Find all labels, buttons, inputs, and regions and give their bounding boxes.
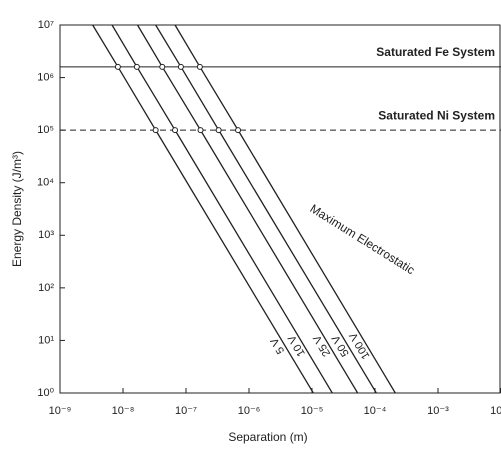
intersection-marker bbox=[173, 128, 178, 133]
intersection-marker bbox=[236, 128, 241, 133]
intersection-marker bbox=[216, 128, 221, 133]
x-tick-label: 10⁻⁸ bbox=[112, 405, 135, 417]
x-tick-label: 10⁻² bbox=[490, 405, 501, 417]
intersection-marker bbox=[160, 64, 165, 69]
series-label: 100 V bbox=[347, 330, 372, 361]
intersection-marker bbox=[153, 128, 158, 133]
series-line bbox=[156, 25, 377, 393]
y-tick-label: 10³ bbox=[38, 229, 54, 241]
intersection-marker bbox=[178, 64, 183, 69]
y-axis-title: Energy Density (J/m³) bbox=[10, 151, 24, 267]
x-tick-label: 10⁻⁹ bbox=[49, 405, 72, 417]
y-tick-label: 10⁰ bbox=[37, 387, 54, 399]
series-line bbox=[175, 25, 395, 393]
x-tick-label: 10⁻⁴ bbox=[364, 405, 387, 417]
reference-label: Saturated Fe System bbox=[376, 45, 495, 59]
series-line bbox=[93, 25, 314, 393]
y-tick-label: 10⁵ bbox=[37, 124, 54, 136]
intersection-marker bbox=[134, 64, 139, 69]
y-tick-label: 10¹ bbox=[38, 334, 54, 346]
x-tick-label: 10⁻⁷ bbox=[175, 405, 197, 417]
y-tick-label: 10⁶ bbox=[37, 71, 54, 83]
y-tick-label: 10⁴ bbox=[37, 177, 54, 189]
intersection-marker bbox=[197, 64, 202, 69]
chart: Separation (m) Energy Density (J/m³) Max… bbox=[0, 0, 501, 449]
x-axis-title: Separation (m) bbox=[228, 430, 307, 444]
x-tick-label: 10⁻⁶ bbox=[238, 405, 261, 417]
y-tick-label: 10⁷ bbox=[38, 19, 54, 31]
series-line bbox=[112, 25, 332, 393]
y-tick-label: 10² bbox=[38, 282, 54, 294]
x-tick-label: 10⁻³ bbox=[427, 405, 449, 417]
annotation: Maximum Electrostatic bbox=[308, 201, 418, 277]
reference-label: Saturated Ni System bbox=[378, 108, 495, 122]
intersection-marker bbox=[115, 64, 120, 69]
series-label: 5 V bbox=[268, 335, 287, 356]
x-tick-label: 10⁻⁵ bbox=[301, 405, 324, 417]
intersection-marker bbox=[198, 128, 203, 133]
